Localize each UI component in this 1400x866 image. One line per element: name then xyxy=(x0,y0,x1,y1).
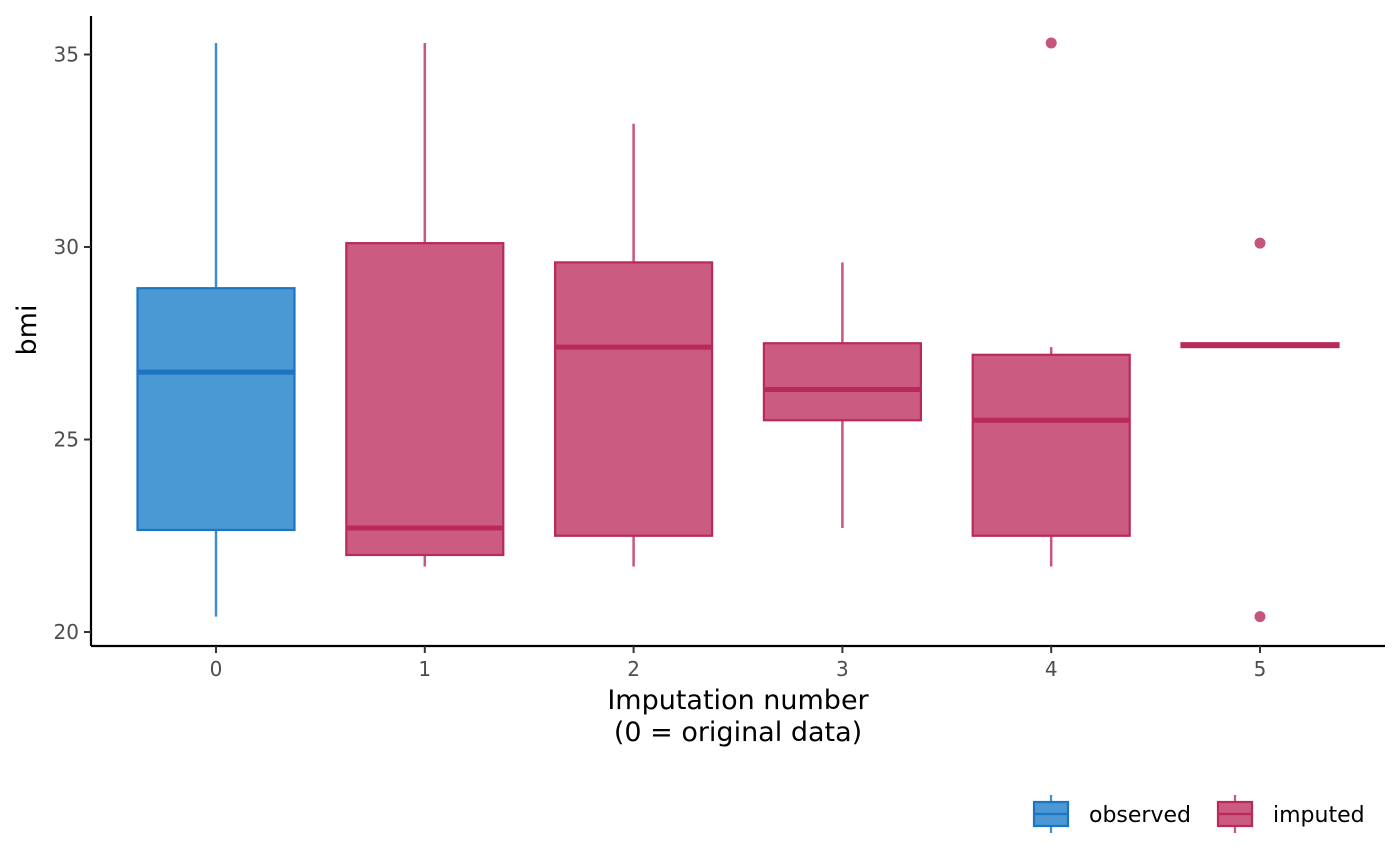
box-group-3 xyxy=(762,262,923,529)
box-group-2 xyxy=(553,123,714,567)
legend-label: observed xyxy=(1089,803,1191,828)
box-group-5 xyxy=(1180,237,1340,623)
x-axis-title-line-1: Imputation number xyxy=(607,685,869,716)
legend-label: imputed xyxy=(1273,803,1365,828)
y-tick-label: 25 xyxy=(54,428,79,452)
outlier-point xyxy=(1254,611,1266,623)
x-tick-label: 3 xyxy=(836,657,849,681)
outlier-point xyxy=(1045,37,1057,49)
legend: observed imputed xyxy=(1032,795,1365,833)
legend-item-imputed: imputed xyxy=(1216,795,1365,833)
boxes-layer xyxy=(136,37,1340,623)
x-tick-label: 2 xyxy=(627,657,640,681)
box-iqr xyxy=(136,287,296,532)
legend-item-observed: observed xyxy=(1032,795,1191,833)
box-group-0 xyxy=(136,42,296,617)
box-iqr xyxy=(553,261,714,537)
x-tick-label: 4 xyxy=(1045,657,1058,681)
y-tick-label: 35 xyxy=(54,43,79,67)
outlier-point xyxy=(1254,237,1266,249)
box-group-1 xyxy=(345,42,505,567)
y-tick-label: 30 xyxy=(54,235,79,259)
x-tick-label: 0 xyxy=(210,657,223,681)
box-group-4 xyxy=(971,37,1131,567)
axes-layer: 20 25 30 35 0 1 2 3 4 5 xyxy=(54,16,1385,681)
x-tick-label: 1 xyxy=(418,657,431,681)
y-axis-title: bmi xyxy=(12,305,43,356)
y-tick-label: 20 xyxy=(54,620,79,644)
x-tick-label: 5 xyxy=(1254,657,1267,681)
x-axis-title-line-2: (0 = original data) xyxy=(614,717,862,748)
box-iqr xyxy=(762,342,923,422)
box-iqr xyxy=(345,242,505,557)
box-iqr xyxy=(971,353,1131,537)
